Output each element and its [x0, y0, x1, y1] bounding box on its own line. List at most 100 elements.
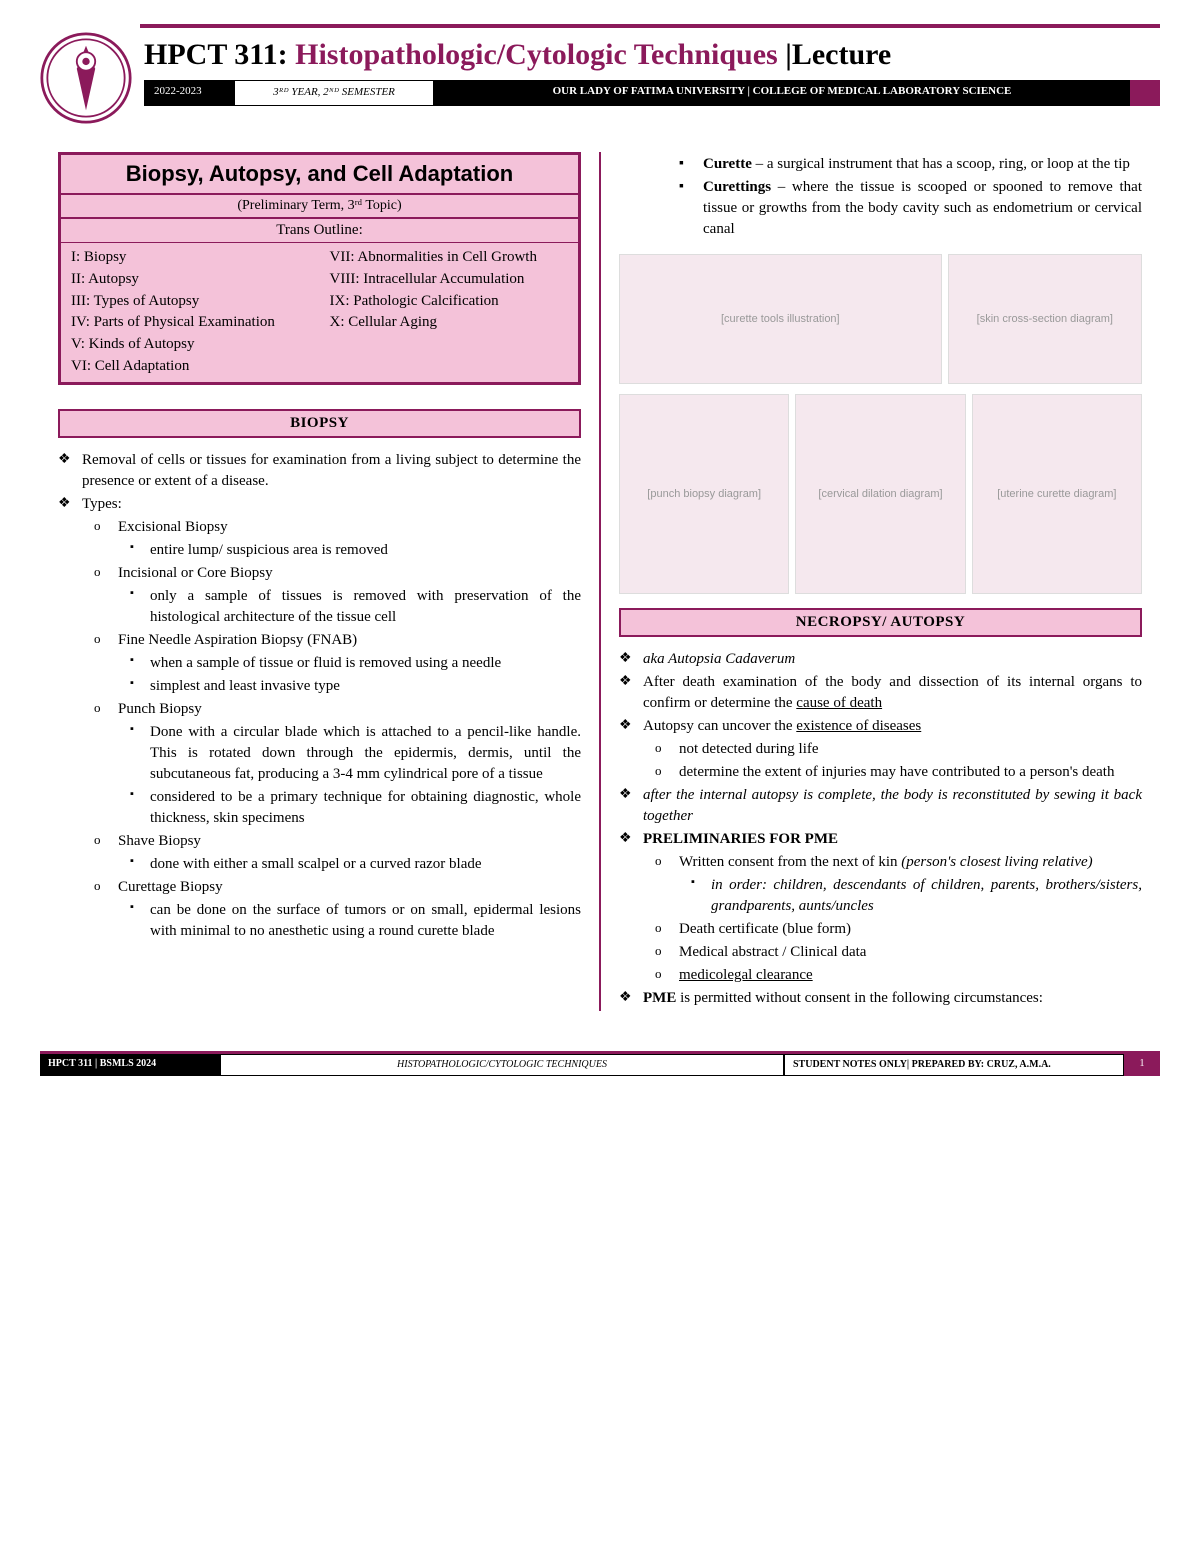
square-icon: ▪: [130, 586, 150, 628]
outline-item: III: Types of Autopsy: [71, 291, 310, 313]
necropsy-detail: not detected during life: [679, 739, 1142, 760]
pme-permitted: PME is permitted without consent in the …: [643, 988, 1142, 1009]
necropsy-after: after the internal autopsy is complete, …: [643, 785, 1142, 827]
necropsy-def: After death examination of the body and …: [643, 672, 1142, 714]
biopsy-detail: considered to be a primary technique for…: [150, 787, 581, 829]
outline-item: II: Autopsy: [71, 269, 310, 291]
circle-icon: o: [655, 919, 679, 940]
outline-subtitle: (Preliminary Term, 3ʳᵈ Topic): [61, 193, 578, 219]
punch-biopsy-image: [punch biopsy diagram]: [619, 394, 789, 594]
top-rule: [140, 24, 1160, 28]
biopsy-intro: Removal of cells or tissues for examinat…: [82, 450, 581, 492]
header-main: HPCT 311: Histopathologic/Cytologic Tech…: [144, 32, 1160, 106]
square-icon: ▪: [679, 177, 703, 240]
types-label: Types:: [82, 494, 581, 515]
course-title: HPCT 311: Histopathologic/Cytologic Tech…: [144, 32, 1160, 78]
biopsy-detail: when a sample of tissue or fluid is remo…: [150, 653, 581, 674]
content-columns: Biopsy, Autopsy, and Cell Adaptation (Pr…: [40, 152, 1160, 1011]
outline-col-left: I: Biopsy II: Autopsy III: Types of Auto…: [61, 243, 320, 382]
header-bar: 2022-2023 3ᴿᴰ YEAR, 2ᴺᴰ SEMESTER OUR LAD…: [144, 80, 1160, 106]
diamond-icon: ❖: [619, 988, 643, 1009]
diamond-icon: ❖: [58, 494, 82, 515]
pme-prelim-label: PRELIMINARIES FOR PME: [643, 829, 1142, 850]
circle-icon: o: [94, 831, 118, 852]
biopsy-type: Excisional Biopsy: [118, 517, 581, 538]
pme-item: Written consent from the next of kin (pe…: [679, 852, 1142, 873]
square-icon: ▪: [130, 787, 150, 829]
curette-tools-image: [curette tools illustration]: [619, 254, 942, 384]
outline-item: IV: Parts of Physical Examination: [71, 312, 310, 334]
biopsy-type: Punch Biopsy: [118, 699, 581, 720]
image-row-2: [punch biopsy diagram] [cervical dilatio…: [619, 394, 1142, 594]
right-column: ▪Curette – a surgical instrument that ha…: [601, 152, 1160, 1011]
necropsy-body: ❖aka Autopsia Cadaverum ❖After death exa…: [619, 649, 1142, 1009]
outline-col-right: VII: Abnormalities in Cell Growth VIII: …: [320, 243, 579, 382]
outline-item: V: Kinds of Autopsy: [71, 334, 310, 356]
necropsy-aka: aka Autopsia Cadaverum: [643, 649, 1142, 670]
necropsy-uncover: Autopsy can uncover the existence of dis…: [643, 716, 1142, 737]
square-icon: ▪: [130, 854, 150, 875]
university-label: OUR LADY OF FATIMA UNIVERSITY | COLLEGE …: [434, 80, 1130, 106]
necropsy-detail: determine the extent of injuries may hav…: [679, 762, 1142, 783]
outline-item: VIII: Intracellular Accumulation: [330, 269, 569, 291]
outline-item: VII: Abnormalities in Cell Growth: [330, 247, 569, 269]
biopsy-detail: entire lump/ suspicious area is removed: [150, 540, 581, 561]
course-code: HPCT 311:: [144, 38, 288, 71]
circle-icon: o: [94, 877, 118, 898]
page: HPCT 311: Histopathologic/Cytologic Tech…: [0, 0, 1200, 1076]
circle-icon: o: [655, 762, 679, 783]
left-column: Biopsy, Autopsy, and Cell Adaptation (Pr…: [40, 152, 601, 1011]
circle-icon: o: [655, 965, 679, 986]
curettings-def: Curettings – where the tissue is scooped…: [703, 177, 1142, 240]
diamond-icon: ❖: [619, 785, 643, 827]
square-icon: ▪: [130, 653, 150, 674]
curette-block: ▪Curette – a surgical instrument that ha…: [679, 154, 1142, 240]
outline-box: Biopsy, Autopsy, and Cell Adaptation (Pr…: [58, 152, 581, 385]
square-icon: ▪: [679, 154, 703, 175]
university-logo: [40, 32, 132, 124]
circle-icon: o: [94, 563, 118, 584]
square-icon: ▪: [130, 900, 150, 942]
square-icon: ▪: [130, 540, 150, 561]
outline-item: IX: Pathologic Calcification: [330, 291, 569, 313]
footer-course: HPCT 311 | BSMLS 2024: [40, 1054, 220, 1076]
header: HPCT 311: Histopathologic/Cytologic Tech…: [40, 32, 1160, 124]
footer: HPCT 311 | BSMLS 2024 HISTOPATHOLOGIC/CY…: [40, 1051, 1160, 1076]
biopsy-type: Curettage Biopsy: [118, 877, 581, 898]
biopsy-type: Fine Needle Aspiration Biopsy (FNAB): [118, 630, 581, 651]
diamond-icon: ❖: [58, 450, 82, 492]
diamond-icon: ❖: [619, 672, 643, 714]
skin-cross-section-image: [skin cross-section diagram]: [948, 254, 1142, 384]
course-type: Lecture: [792, 38, 891, 71]
circle-icon: o: [94, 699, 118, 720]
biopsy-body: ❖Removal of cells or tissues for examina…: [58, 450, 581, 942]
cervical-dilation-image: [cervical dilation diagram]: [795, 394, 965, 594]
biopsy-detail: done with either a small scalpel or a cu…: [150, 854, 581, 875]
diamond-icon: ❖: [619, 829, 643, 850]
pme-item: Death certificate (blue form): [679, 919, 1142, 940]
biopsy-detail: Done with a circular blade which is atta…: [150, 722, 581, 785]
diamond-icon: ❖: [619, 649, 643, 670]
section-header-necropsy: NECROPSY/ AUTOPSY: [619, 608, 1142, 637]
section-header-biopsy: BIOPSY: [58, 409, 581, 438]
circle-icon: o: [94, 517, 118, 538]
square-icon: ▪: [691, 875, 711, 917]
bar-end-accent: [1130, 80, 1160, 106]
course-separator: |: [785, 38, 792, 71]
biopsy-detail: can be done on the surface of tumors or …: [150, 900, 581, 942]
image-row-1: [curette tools illustration] [skin cross…: [619, 254, 1142, 384]
footer-author: STUDENT NOTES ONLY| PREPARED BY: CRUZ, A…: [784, 1054, 1124, 1076]
outline-trans-label: Trans Outline:: [61, 219, 578, 243]
outline-item: I: Biopsy: [71, 247, 310, 269]
outline-grid: I: Biopsy II: Autopsy III: Types of Auto…: [61, 243, 578, 382]
biopsy-type: Shave Biopsy: [118, 831, 581, 852]
biopsy-detail: simplest and least invasive type: [150, 676, 581, 697]
pme-item: Medical abstract / Clinical data: [679, 942, 1142, 963]
diamond-icon: ❖: [619, 716, 643, 737]
square-icon: ▪: [130, 676, 150, 697]
circle-icon: o: [655, 739, 679, 760]
semester-label: 3ᴿᴰ YEAR, 2ᴺᴰ SEMESTER: [234, 80, 434, 106]
footer-page-number: 1: [1124, 1054, 1160, 1076]
outline-title: Biopsy, Autopsy, and Cell Adaptation: [61, 155, 578, 193]
biopsy-type: Incisional or Core Biopsy: [118, 563, 581, 584]
